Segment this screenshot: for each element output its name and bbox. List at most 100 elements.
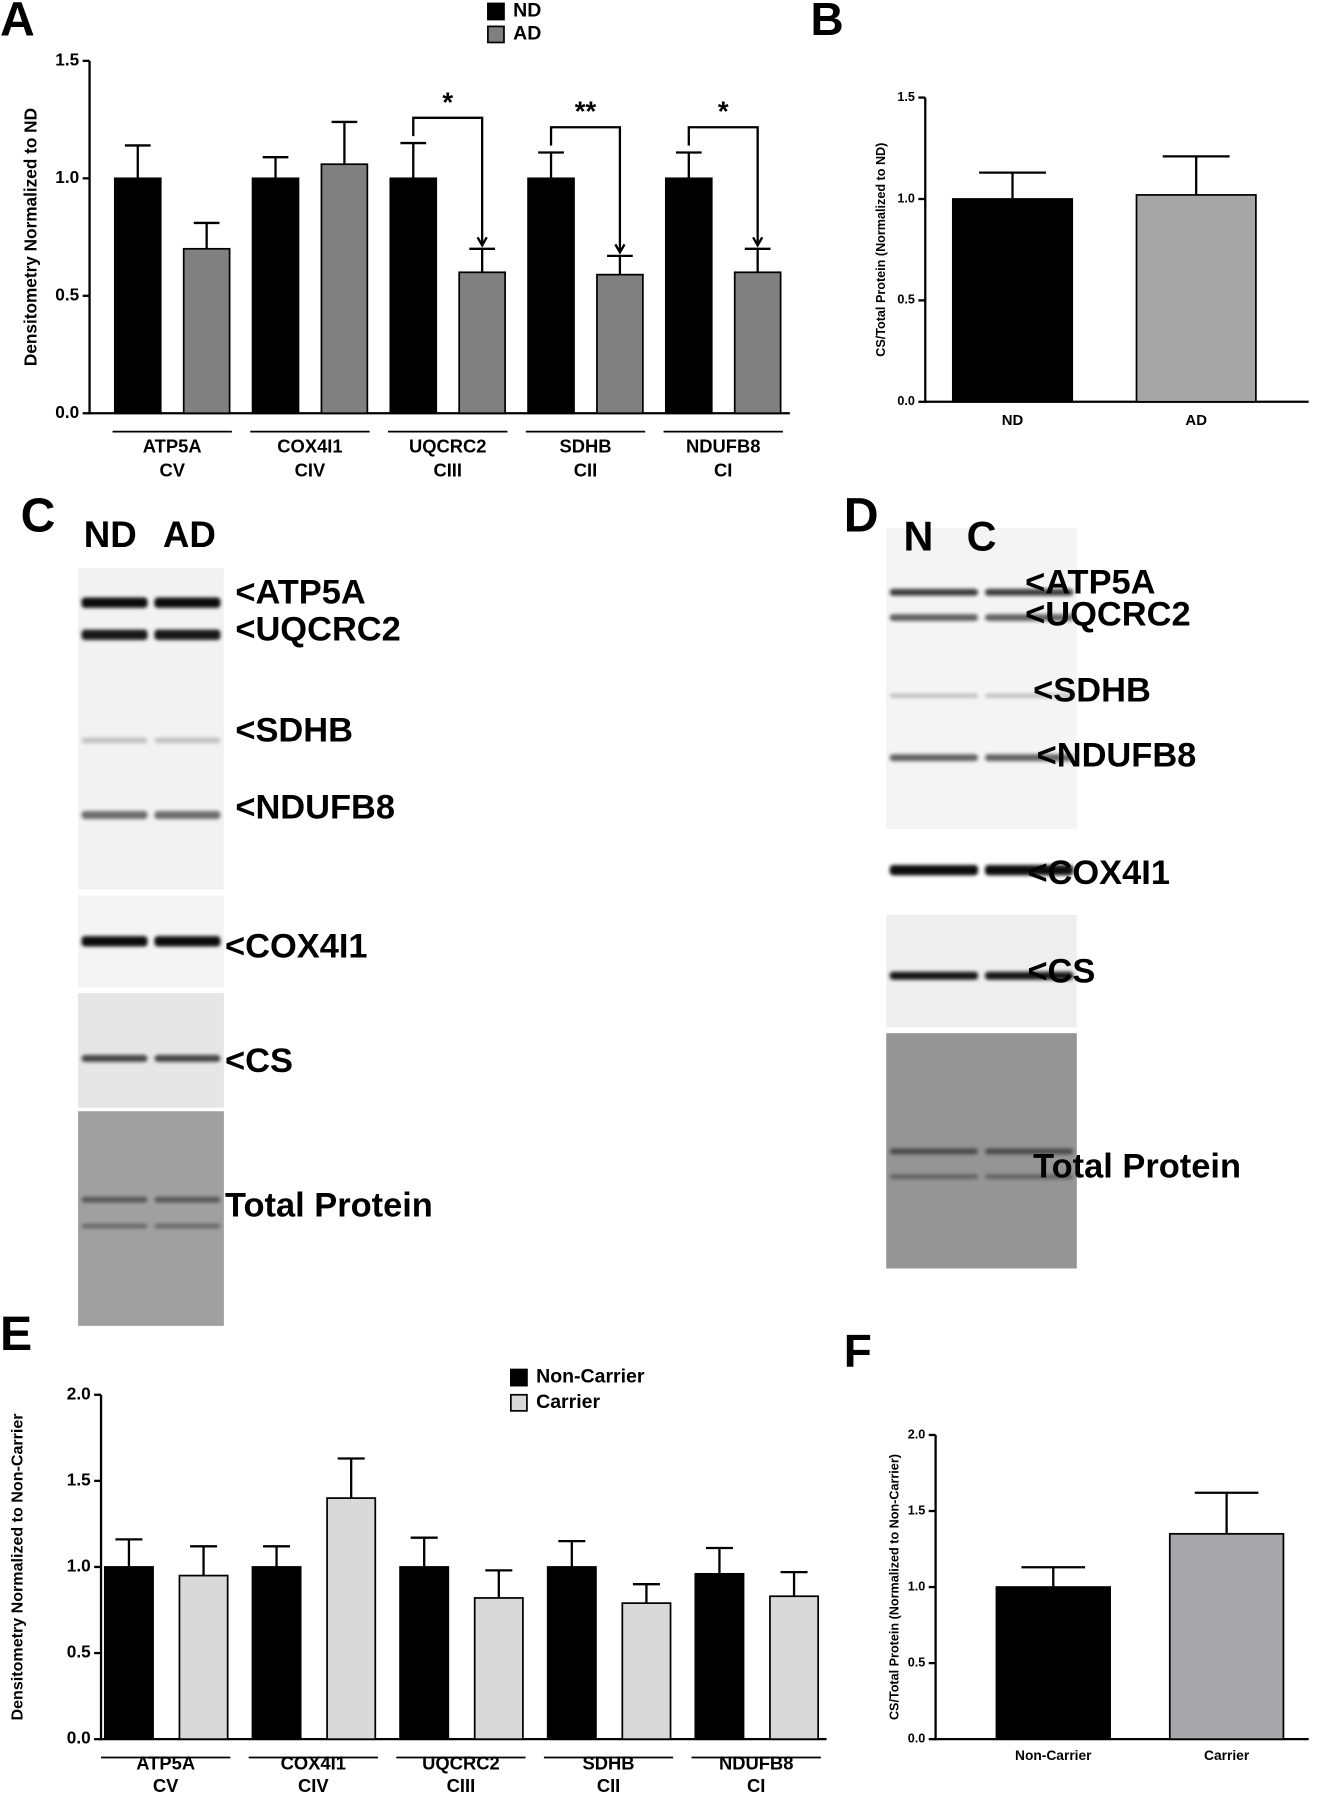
bar (320, 163, 369, 415)
bar (103, 1566, 154, 1741)
blot-band (81, 936, 148, 947)
bracket-arrow (476, 236, 488, 248)
band-label: <NDUFB8 (1037, 737, 1197, 775)
band-label: Total Protein (1033, 1148, 1241, 1186)
x-tick-label: CIII (447, 1775, 476, 1796)
y-axis-title: Densitometry Normalized to ND (21, 108, 41, 366)
y-tick-label: 1.5 (67, 1469, 91, 1489)
x-tick-label: CV (153, 1775, 179, 1796)
error-bar (263, 1545, 291, 1567)
bar (546, 1566, 597, 1741)
bar (458, 271, 506, 415)
blot-band (984, 971, 1074, 980)
error-bar (262, 156, 289, 179)
legend-swatch (487, 2, 505, 21)
y-tick-label: 1.0 (67, 1556, 91, 1576)
error-bar (1194, 1491, 1259, 1534)
blot-band (889, 1148, 979, 1155)
y-tick-label: 2.0 (67, 1383, 91, 1403)
bar (1168, 1532, 1285, 1741)
blot-band (154, 597, 221, 608)
legend-label: Non-Carrier (536, 1366, 645, 1388)
error-bar (979, 171, 1046, 199)
blot-membrane (78, 1111, 224, 1326)
y-tick-label: 1.5 (55, 49, 79, 69)
blot-membrane (886, 914, 1077, 1028)
y-tick-label: 0.5 (67, 1642, 91, 1662)
error-bar (780, 1570, 808, 1597)
error-bar (331, 120, 358, 165)
blot-band (889, 864, 979, 876)
bar (694, 1572, 745, 1741)
error-bar (115, 1538, 143, 1567)
blot-band (81, 1223, 148, 1229)
blot-band (984, 693, 1074, 698)
error-bar (124, 144, 151, 179)
x-tick-label: ATP5A (136, 1752, 195, 1773)
y-tick-label: 1.5 (908, 1503, 926, 1517)
x-tick-label: CI (747, 1775, 765, 1796)
bar (596, 273, 644, 415)
y-tick-label: 1.0 (908, 1579, 926, 1593)
blot-band (81, 811, 148, 820)
x-tick-label: CIV (298, 1775, 329, 1796)
bar (182, 247, 231, 415)
blot-band (984, 754, 1074, 762)
panel-label: B (810, 0, 843, 45)
significance-bracket (687, 126, 759, 245)
blot-band (984, 1148, 1074, 1155)
x-tick-label: Carrier (1204, 1748, 1250, 1763)
band-label: <CS (1027, 953, 1095, 991)
error-bar (632, 1583, 660, 1604)
blot-band (889, 588, 979, 596)
panel-label: E (0, 1307, 32, 1361)
bar (527, 177, 575, 415)
y-tick-label: 0.0 (67, 1728, 91, 1748)
blot-band (81, 1196, 148, 1203)
y-axis-title: CS/Total Protein (Normalized to ND) (874, 143, 888, 357)
blot-band (889, 754, 979, 762)
y-tick-label: 1.0 (897, 191, 915, 205)
blot-band (154, 1223, 221, 1229)
error-bar (485, 1569, 513, 1598)
blot-band (81, 1054, 148, 1062)
legend-swatch (509, 1393, 528, 1412)
band-label: <UQCRC2 (235, 610, 400, 648)
x-tick-label: CII (597, 1775, 620, 1796)
panel-label: C (21, 489, 56, 543)
band-label: <ATP5A (235, 574, 365, 612)
blot-band (81, 737, 148, 744)
blot-band (154, 1196, 221, 1203)
lane-label: AD (163, 514, 216, 555)
panel-label: F (844, 1325, 872, 1377)
legend-label: AD (513, 23, 541, 45)
panel-label: D (844, 489, 879, 543)
error-bar (1021, 1566, 1086, 1588)
x-tick-label: CV (159, 460, 185, 481)
lane-label: ND (84, 514, 137, 555)
blot-band (154, 936, 221, 947)
error-bar (1162, 155, 1230, 195)
band-label: Total Protein (225, 1187, 433, 1225)
y-tick-label: 0.0 (908, 1731, 926, 1745)
x-tick-label: CIV (295, 460, 326, 481)
bar (178, 1574, 229, 1741)
band-label: <CS (225, 1042, 293, 1080)
bar (473, 1597, 524, 1741)
lane-label: C (967, 513, 997, 559)
x-tick-label: CI (714, 460, 732, 481)
y-tick-label: 0.5 (908, 1655, 926, 1669)
bracket-arrow (752, 236, 764, 248)
error-bar (469, 247, 496, 273)
band-label: <COX4I1 (225, 927, 368, 965)
blot-band (154, 629, 221, 640)
y-axis-title: Densitometry Normalized to Non-Carrier (9, 1413, 27, 1720)
blot-band (889, 1174, 979, 1179)
x-tick-label: AD (1185, 412, 1207, 429)
error-bar (410, 1536, 438, 1567)
error-bar (558, 1539, 586, 1567)
band-label: <SDHB (235, 711, 353, 749)
blot-band (889, 614, 979, 622)
legend-label: Carrier (536, 1391, 600, 1413)
